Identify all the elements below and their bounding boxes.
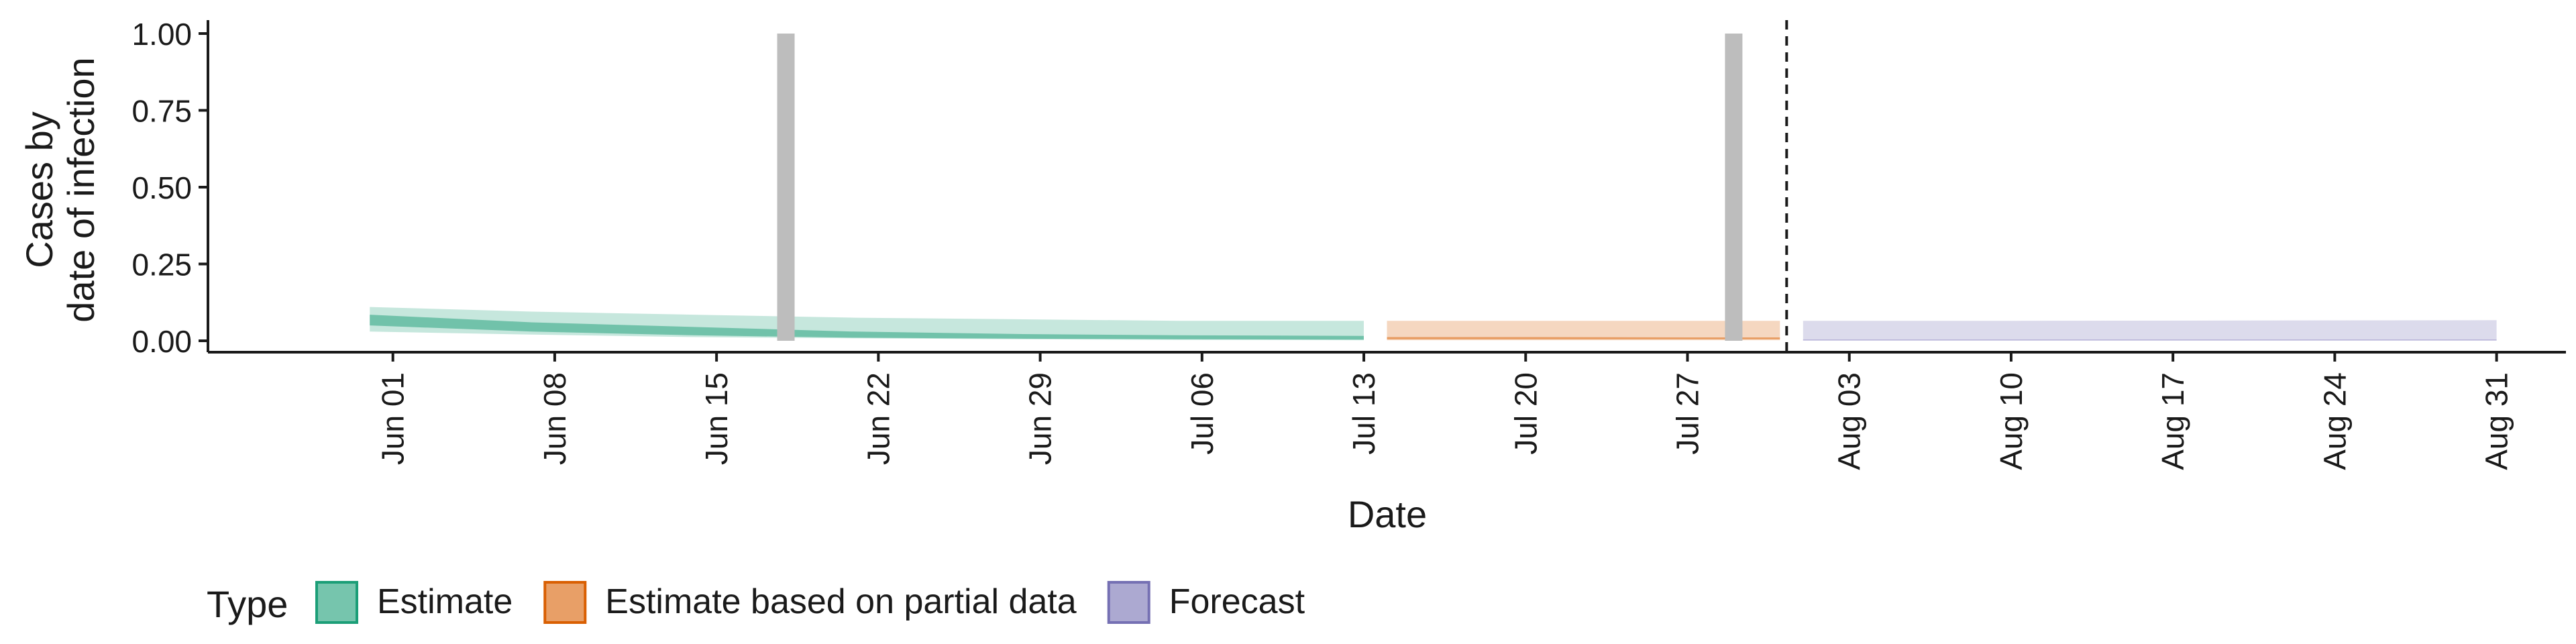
y-tick-label: 0.75 [131,94,192,129]
x-tick-label: Aug 24 [2317,372,2352,470]
x-axis-ticks: Jun 01 Jun 08 Jun 15 Jun 22 Jun 29 Jul 06 Jul … [376,352,2514,470]
axes [207,20,2566,354]
x-tick-label: Aug 03 [1832,372,1867,470]
y-tick-label: 0.25 [131,248,192,282]
marker-bars [777,34,1743,341]
marker-bar-1 [1725,34,1743,341]
y-tick-label: 0.50 [131,170,192,205]
series-bands [370,307,2497,341]
series-1-outer-band [1387,321,1780,341]
x-tick-label: Jun 01 [376,372,411,465]
x-tick-label: Aug 17 [2155,372,2190,470]
x-axis-title: Date [1348,493,1427,535]
legend-title: Type [207,583,288,625]
x-tick-label: Jul 13 [1346,372,1381,455]
y-tick-label: 0.00 [131,324,192,359]
y-axis-title-line-2: date of infection [60,57,102,322]
x-tick-label: Jul 27 [1670,372,1705,455]
x-tick-label: Jul 06 [1185,372,1220,455]
legend: Type Estimate Estimate based on partial d… [207,581,1305,625]
legend-key-1 [543,581,587,624]
x-tick-label: Jun 29 [1023,372,1058,465]
marker-bar-0 [777,34,795,341]
series-2-inner-band [1803,339,2497,341]
x-tick-label: Jul 20 [1508,372,1543,455]
x-tick-label: Jun 15 [699,372,734,465]
legend-label-1: Estimate based on partial data [605,582,1077,621]
x-tick-label: Aug 31 [2479,372,2514,470]
y-tick-label: 1.00 [131,17,192,52]
x-tick-label: Jun 08 [537,372,572,465]
legend-label-2: Forecast [1169,582,1305,621]
series-1-inner-band [1387,337,1780,339]
legend-key-2 [1107,581,1150,624]
legend-label-0: Estimate [377,582,513,621]
x-tick-label: Jun 22 [861,372,896,465]
series-2-outer-band [1803,320,2497,341]
y-axis-ticks: 0.00 0.25 0.50 0.75 1.00 [131,17,208,359]
x-tick-label: Aug 10 [1994,372,2029,470]
legend-key-0 [315,581,358,624]
series-0-inner-band [370,315,1364,340]
y-axis-title-line-1: Cases by [18,111,60,268]
